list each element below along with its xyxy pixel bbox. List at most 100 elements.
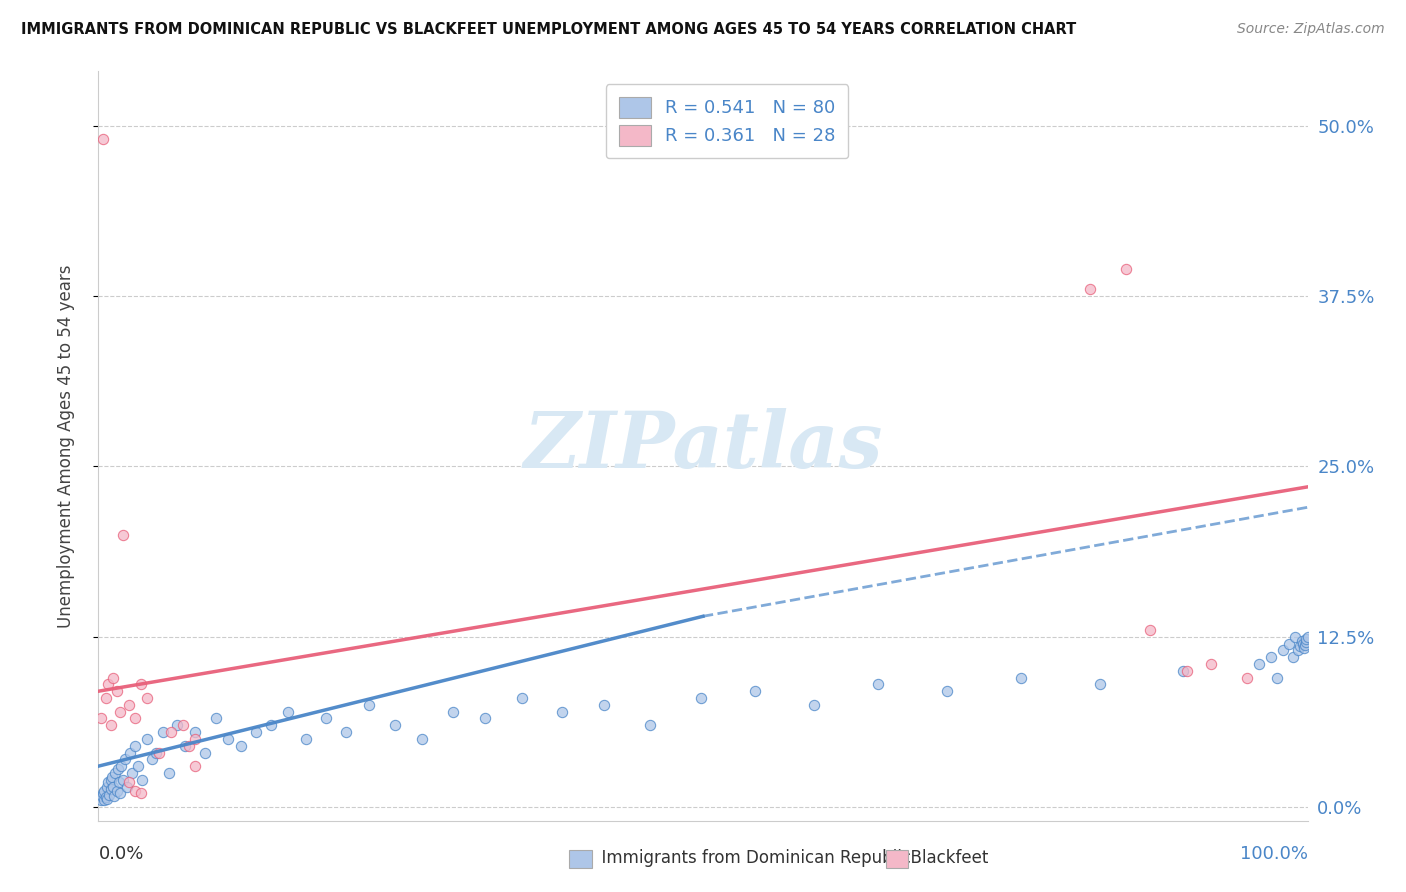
Point [111,772,134,787]
Point [96,780,118,794]
Point [91,132,114,146]
Point [1139,623,1161,637]
Y-axis label: Unemployment Among Ages 45 to 54 years: Unemployment Among Ages 45 to 54 years [56,264,75,628]
Point [131,772,153,787]
Point [108,705,131,719]
Point [1115,261,1137,276]
Point [145,746,167,760]
Point [108,775,131,789]
Point [1249,657,1271,671]
Point [1278,636,1301,650]
Text: Immigrants from Dominican Republic: Immigrants from Dominican Republic [591,849,911,867]
Point [179,739,201,753]
Point [101,671,124,685]
Point [110,759,132,773]
Point [94,790,117,805]
Point [148,746,170,760]
Point [1272,643,1295,657]
Point [94,691,117,706]
Point [359,698,381,712]
Point [118,746,141,760]
Point [217,731,239,746]
Point [1286,643,1309,657]
Point [1291,633,1313,648]
Text: 100.0%: 100.0% [1240,845,1308,863]
Point [160,725,183,739]
Point [441,705,464,719]
Point [1175,664,1198,678]
Point [90,793,112,807]
Point [93,793,115,807]
Point [689,691,711,706]
Point [204,711,226,725]
Point [295,731,318,746]
Point [108,786,131,800]
Point [1289,640,1312,654]
Point [474,711,496,725]
Point [184,731,207,746]
Point [315,711,337,725]
Point [1284,630,1306,644]
Point [135,691,157,706]
Text: IMMIGRANTS FROM DOMINICAN REPUBLIC VS BLACKFEET UNEMPLOYMENT AMONG AGES 45 TO 54: IMMIGRANTS FROM DOMINICAN REPUBLIC VS BL… [21,22,1077,37]
Point [510,691,533,706]
Point [1282,650,1305,665]
Point [100,718,122,732]
Point [104,766,127,780]
Point [91,786,114,800]
Point [96,792,118,806]
Point [118,698,141,712]
Point [129,786,152,800]
Point [100,770,122,784]
Point [105,684,128,698]
Point [93,783,115,797]
Point [1260,650,1282,665]
Point [129,677,152,691]
Point [1171,664,1194,678]
Point [245,725,267,739]
Point [121,766,143,780]
Point [744,684,766,698]
Point [1267,671,1289,685]
Point [1199,657,1222,671]
Point [1010,671,1032,685]
Point [1296,630,1319,644]
Point [1295,635,1317,649]
Point [90,711,112,725]
Point [98,788,121,802]
Point [1088,677,1111,691]
Point [1292,640,1315,655]
Point [172,718,194,732]
Point [97,677,120,691]
Point [141,752,163,766]
Point [411,731,433,746]
Point [166,718,188,732]
Point [97,775,120,789]
Point [194,746,217,760]
Point [107,762,129,776]
Point [868,677,890,691]
Point [229,739,252,753]
Point [260,718,283,732]
Text: ZIPatlas: ZIPatlas [523,408,883,484]
Point [91,789,114,804]
Point [157,766,180,780]
Point [1295,632,1317,647]
Point [124,711,146,725]
Text: Source: ZipAtlas.com: Source: ZipAtlas.com [1237,22,1385,37]
Point [124,783,146,797]
Point [1292,636,1315,650]
Point [592,698,614,712]
Point [100,782,122,797]
Point [135,731,157,746]
Point [118,775,141,789]
Point [100,772,122,787]
Point [111,527,134,541]
Point [550,705,572,719]
Point [105,783,128,797]
Point [803,698,825,712]
Point [174,739,197,753]
Point [1294,638,1316,652]
Point [124,739,146,753]
Point [1078,282,1101,296]
